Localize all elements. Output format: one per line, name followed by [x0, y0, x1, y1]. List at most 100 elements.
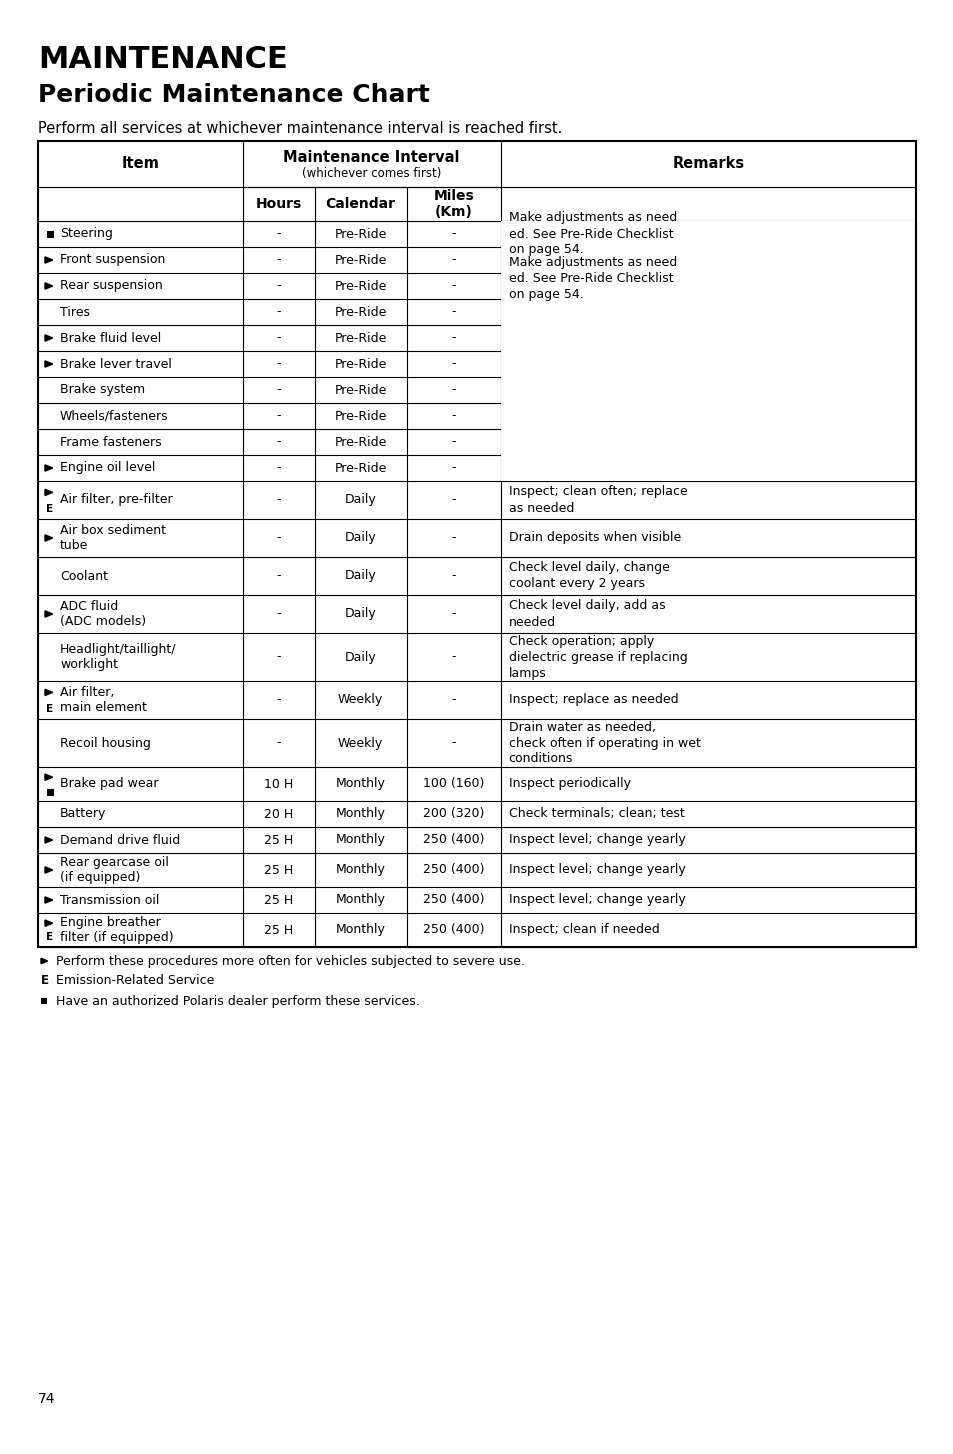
Text: -: - [451, 737, 456, 749]
Text: -: - [451, 358, 456, 371]
Text: Check level daily, change
coolant every 2 years: Check level daily, change coolant every … [508, 561, 669, 590]
Text: Pre-Ride: Pre-Ride [335, 279, 387, 292]
Polygon shape [45, 774, 52, 781]
Text: Miles
(Km): Miles (Km) [433, 189, 474, 220]
Text: Monthly: Monthly [335, 833, 385, 846]
Text: Monthly: Monthly [335, 894, 385, 906]
Text: Inspect level; change yearly: Inspect level; change yearly [508, 833, 685, 846]
Text: Remarks: Remarks [672, 157, 743, 172]
Text: -: - [451, 532, 456, 544]
Text: Daily: Daily [344, 650, 376, 663]
Text: Frame fasteners: Frame fasteners [60, 436, 161, 448]
Text: Brake fluid level: Brake fluid level [60, 332, 161, 345]
Text: Monthly: Monthly [335, 807, 385, 820]
Text: -: - [276, 694, 280, 707]
Text: Emission-Related Service: Emission-Related Service [56, 974, 214, 987]
Text: Pre-Ride: Pre-Ride [335, 436, 387, 448]
Polygon shape [45, 361, 52, 368]
Text: 250 (400): 250 (400) [422, 833, 484, 846]
Text: -: - [276, 650, 280, 663]
Text: Calendar: Calendar [325, 196, 395, 211]
Text: Monthly: Monthly [335, 778, 385, 791]
Text: -: - [276, 608, 280, 621]
Text: Brake lever travel: Brake lever travel [60, 358, 172, 371]
Text: -: - [451, 461, 456, 474]
Text: Brake system: Brake system [60, 384, 145, 397]
Text: 200 (320): 200 (320) [422, 807, 484, 820]
Text: -: - [451, 570, 456, 583]
Text: -: - [451, 608, 456, 621]
Text: -: - [276, 436, 280, 448]
Text: -: - [276, 410, 280, 423]
Text: Air filter,
main element: Air filter, main element [60, 686, 147, 714]
Polygon shape [45, 489, 52, 496]
Text: -: - [276, 253, 280, 266]
Text: Daily: Daily [344, 493, 376, 506]
Text: Check operation; apply
dielectric grease if replacing
lamps: Check operation; apply dielectric grease… [508, 634, 687, 679]
Text: -: - [276, 493, 280, 506]
Text: Inspect level; change yearly: Inspect level; change yearly [508, 894, 685, 906]
Text: Tires: Tires [60, 305, 90, 318]
Text: -: - [451, 227, 456, 240]
Text: Have an authorized Polaris dealer perform these services.: Have an authorized Polaris dealer perfor… [56, 995, 419, 1008]
Polygon shape [45, 689, 52, 695]
Text: Demand drive fluid: Demand drive fluid [60, 833, 180, 846]
Text: 74: 74 [38, 1391, 55, 1406]
Text: Wheels/fasteners: Wheels/fasteners [60, 410, 169, 423]
Text: 25 H: 25 H [264, 833, 293, 846]
Bar [41, 997, 47, 1005]
Polygon shape [45, 257, 52, 263]
Text: 20 H: 20 H [264, 807, 293, 820]
Text: Maintenance Interval: Maintenance Interval [283, 151, 459, 166]
Text: Brake pad wear: Brake pad wear [60, 778, 158, 791]
Text: -: - [451, 384, 456, 397]
Text: Weekly: Weekly [337, 694, 383, 707]
Bar [47, 790, 54, 795]
Text: -: - [451, 436, 456, 448]
Text: E: E [46, 932, 53, 942]
Text: Rear gearcase oil
(if equipped): Rear gearcase oil (if equipped) [60, 856, 169, 884]
Text: -: - [276, 384, 280, 397]
Text: -: - [451, 410, 456, 423]
Text: -: - [451, 332, 456, 345]
Text: Air box sediment
tube: Air box sediment tube [60, 523, 166, 553]
Text: -: - [276, 358, 280, 371]
Text: Pre-Ride: Pre-Ride [335, 358, 387, 371]
Text: Battery: Battery [60, 807, 107, 820]
Text: Transmission oil: Transmission oil [60, 894, 159, 906]
Text: Daily: Daily [344, 532, 376, 544]
Text: Coolant: Coolant [60, 570, 108, 583]
Text: Pre-Ride: Pre-Ride [335, 384, 387, 397]
Text: Steering: Steering [60, 227, 112, 240]
Polygon shape [45, 611, 52, 616]
Text: 25 H: 25 H [264, 894, 293, 906]
Text: Hours: Hours [255, 196, 301, 211]
Text: Inspect; clean if needed: Inspect; clean if needed [508, 923, 659, 936]
Text: 25 H: 25 H [264, 864, 293, 877]
Text: Drain deposits when visible: Drain deposits when visible [508, 532, 680, 544]
Text: -: - [276, 332, 280, 345]
Text: Perform all services at whichever maintenance interval is reached first.: Perform all services at whichever mainte… [38, 121, 561, 137]
Text: -: - [276, 227, 280, 240]
Polygon shape [45, 284, 52, 289]
Text: Perform these procedures more often for vehicles subjected to severe use.: Perform these procedures more often for … [56, 954, 524, 967]
Text: Monthly: Monthly [335, 923, 385, 936]
Text: Pre-Ride: Pre-Ride [335, 461, 387, 474]
Bar [500, 221, 915, 481]
Text: -: - [451, 279, 456, 292]
Text: Periodic Maintenance Chart: Periodic Maintenance Chart [38, 83, 430, 108]
Text: Engine oil level: Engine oil level [60, 461, 155, 474]
Text: -: - [276, 570, 280, 583]
Text: Inspect; clean often; replace
as needed: Inspect; clean often; replace as needed [508, 486, 687, 515]
Text: Front suspension: Front suspension [60, 253, 165, 266]
Text: E: E [46, 505, 53, 515]
Text: Pre-Ride: Pre-Ride [335, 410, 387, 423]
Text: MAINTENANCE: MAINTENANCE [38, 45, 288, 74]
Polygon shape [45, 920, 52, 926]
Polygon shape [45, 334, 52, 342]
Text: E: E [41, 974, 49, 987]
Text: Make adjustments as need
ed. See Pre-Ride Checklist
on page 54.: Make adjustments as need ed. See Pre-Rid… [508, 211, 677, 256]
Text: 250 (400): 250 (400) [422, 923, 484, 936]
Text: 100 (160): 100 (160) [422, 778, 484, 791]
Polygon shape [45, 465, 52, 471]
